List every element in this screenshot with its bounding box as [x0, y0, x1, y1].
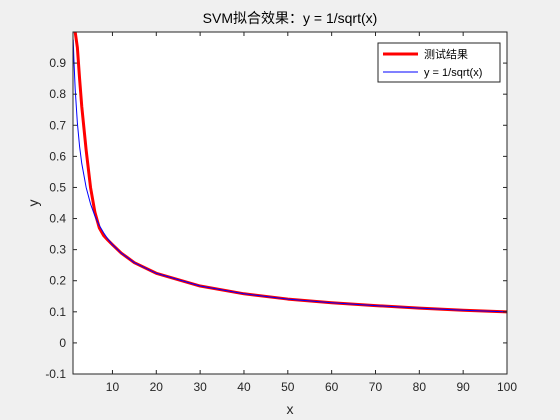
legend-label-1: 测试结果 [424, 48, 468, 61]
x-axis-label: x [287, 401, 294, 417]
x-tick-label: 40 [237, 380, 251, 394]
x-tick-label: 50 [281, 380, 295, 394]
series-line-2 [73, 39, 507, 313]
legend-label-2: y = 1/sqrt(x) [424, 67, 482, 79]
y-tick-label: 0 [59, 336, 66, 350]
chart-title: SVM拟合效果：y = 1/sqrt(x) [203, 10, 378, 26]
ticks-layer: 10 20 30 40 50 60 70 80 90 100 -0.1 0 0.1 0.2 0.3 0.4 0.… [45, 32, 517, 394]
x-tick-label: 100 [497, 380, 517, 394]
y-tick-label: 0.3 [49, 243, 66, 257]
plot-frame [72, 31, 508, 375]
y-tick-label: 0.4 [49, 212, 66, 226]
y-tick-label: 0.7 [49, 118, 66, 132]
x-tick-label: 60 [325, 380, 339, 394]
x-tick-label: 30 [193, 380, 207, 394]
y-tick-label: 0.1 [49, 305, 66, 319]
y-tick-label: 0.6 [49, 149, 66, 163]
legend-box [377, 42, 501, 83]
series-layer [73, 32, 507, 314]
x-tick-label: 90 [456, 380, 470, 394]
x-tick-label: 10 [106, 380, 120, 394]
plot-area [73, 32, 507, 374]
y-axis-label: y [25, 200, 41, 207]
y-tick-label: 0.8 [49, 87, 66, 101]
legend: 测试结果 y = 1/sqrt(x) [377, 42, 501, 83]
y-tick-label: 0.2 [49, 274, 66, 288]
x-tick-label: 20 [150, 380, 164, 394]
y-tick-label: -0.1 [45, 367, 66, 381]
y-tick-label: 0.5 [49, 180, 66, 194]
y-tick-label: 0.9 [49, 56, 66, 70]
x-tick-label: 70 [369, 380, 383, 394]
x-tick-label: 80 [413, 380, 427, 394]
